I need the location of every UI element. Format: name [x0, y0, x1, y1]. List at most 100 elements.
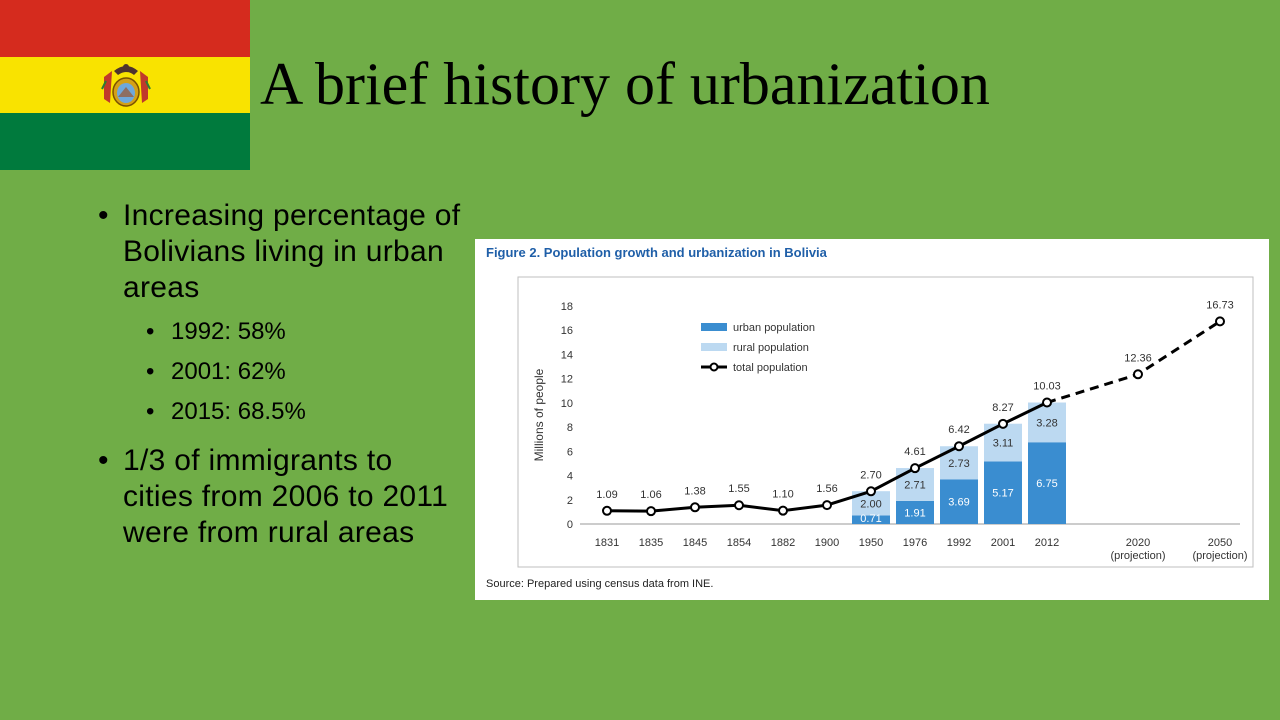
total-point [734, 500, 744, 511]
legend-label-rural: rural population [733, 342, 809, 354]
total-data-label: 12.36 [1124, 352, 1152, 364]
y-tick-label: 8 [567, 422, 573, 434]
total-point [910, 463, 920, 474]
total-point [1133, 369, 1143, 380]
x-tick-label: 2001 [991, 537, 1015, 549]
total-point [822, 500, 832, 511]
bullet-item: • 1/3 of immigrants to cities from 2006 … [98, 443, 468, 551]
rural-data-label: 3.28 [1036, 417, 1057, 429]
total-data-label: 8.27 [992, 402, 1013, 414]
x-tick-sublabel: (projection) [1110, 550, 1165, 562]
bolivia-flag [0, 0, 250, 170]
y-tick-label: 6 [567, 446, 573, 458]
bullet-marker: • [146, 358, 155, 385]
total-point [690, 502, 700, 513]
total-data-label: 1.56 [816, 483, 837, 495]
flag-green-band [0, 113, 250, 170]
legend-swatch-rural [701, 343, 727, 351]
x-tick-label: 1992 [947, 537, 971, 549]
total-point [602, 505, 612, 516]
total-data-label: 1.06 [640, 489, 661, 501]
y-tick-label: 12 [561, 374, 573, 386]
urban-data-label: 3.69 [948, 497, 969, 509]
x-tick-label: 1854 [727, 537, 751, 549]
y-axis-label: Millions of people [532, 368, 546, 461]
total-point [778, 505, 788, 516]
chart-frame [517, 276, 1254, 568]
sub-bullet-item: • 1992: 58% [146, 318, 468, 346]
sub-bullet-text: 2015: 68.5% [171, 398, 306, 425]
bullet-marker: • [98, 199, 109, 232]
total-point [998, 418, 1008, 429]
bar-urban [1028, 442, 1066, 524]
x-tick-label: 1976 [903, 537, 927, 549]
total-data-label: 4.61 [904, 446, 925, 458]
rural-data-label: 3.11 [993, 438, 1014, 450]
bullet-list: • Increasing percentage of Bolivians liv… [98, 198, 468, 551]
rural-data-label: 2.73 [948, 458, 969, 470]
y-tick-label: 18 [561, 301, 573, 313]
sub-bullet-text: 2001: 62% [171, 358, 286, 385]
x-tick-label: 1882 [771, 537, 795, 549]
y-tick-label: 4 [567, 471, 573, 483]
population-chart: 0 2 4 6 8 10 12 14 16 18 Millions of people 1831 183… [517, 276, 1254, 568]
bolivia-coat-of-arms-icon [101, 63, 151, 107]
legend-marker-total [709, 362, 719, 372]
total-point [954, 441, 964, 452]
total-data-label: 1.09 [596, 489, 617, 501]
x-tick-label: 1900 [815, 537, 839, 549]
x-tick-label: 1831 [595, 537, 619, 549]
total-data-label: 1.10 [772, 489, 793, 501]
sub-bullet-text: 1992: 58% [171, 318, 286, 345]
y-tick-label: 16 [561, 325, 573, 337]
total-data-label: 10.03 [1033, 381, 1061, 393]
urban-data-label: 1.91 [904, 507, 925, 519]
legend-label-urban: urban population [733, 322, 815, 334]
legend-swatch-urban [701, 323, 727, 331]
urban-data-label: 6.75 [1036, 478, 1057, 490]
y-tick-label: 0 [567, 519, 573, 531]
flag-red-band [0, 0, 250, 57]
total-point [1042, 397, 1052, 408]
bar-urban [852, 515, 890, 524]
rural-data-label: 2.71 [904, 479, 925, 491]
urban-data-label: 0.71 [860, 513, 881, 525]
bar-urban [896, 500, 934, 524]
total-point [646, 506, 656, 517]
x-tick-label: 2020 [1126, 537, 1150, 549]
x-tick-label: 1835 [639, 537, 663, 549]
x-tick-label: 2012 [1035, 537, 1059, 549]
population-chart-figure: Figure 2. Population growth and urbaniza… [475, 239, 1269, 600]
x-tick-label: 1950 [859, 537, 883, 549]
urban-data-label: 5.17 [992, 488, 1013, 500]
total-point [1215, 316, 1225, 327]
x-tick-sublabel: (projection) [1192, 550, 1247, 562]
slide-title: A brief history of urbanization [260, 51, 990, 117]
total-data-label: 1.38 [684, 485, 705, 497]
flag-yellow-band [0, 56, 250, 114]
bullet-marker: • [146, 318, 155, 345]
legend-label-total: total population [733, 362, 808, 374]
figure-source: Source: Prepared using census data from … [486, 578, 714, 590]
total-data-label: 16.73 [1206, 299, 1234, 311]
sub-bullet-item: • 2015: 68.5% [146, 398, 468, 426]
bullet-marker: • [98, 444, 109, 477]
x-tick-label: 2050 [1208, 537, 1232, 549]
x-tick-label: 1845 [683, 537, 707, 549]
bullet-item: • Increasing percentage of Bolivians liv… [98, 198, 468, 306]
y-tick-label: 14 [561, 349, 573, 361]
total-data-label: 6.42 [948, 424, 969, 436]
total-data-label: 2.70 [860, 469, 881, 481]
bar-urban [984, 461, 1022, 524]
figure-title: Figure 2. Population growth and urbaniza… [486, 245, 827, 260]
bullet-marker: • [146, 398, 155, 425]
bullet-text: 1/3 of immigrants to cities from 2006 to… [123, 444, 449, 549]
bar-urban [940, 479, 978, 524]
bullet-text: Increasing percentage of Bolivians livin… [123, 199, 461, 304]
total-data-label: 1.55 [728, 483, 749, 495]
y-tick-label: 10 [561, 398, 573, 410]
rural-data-label: 2.00 [860, 498, 881, 510]
sub-bullet-item: • 2001: 62% [146, 358, 468, 386]
total-point [866, 486, 876, 497]
y-tick-label: 2 [567, 495, 573, 507]
